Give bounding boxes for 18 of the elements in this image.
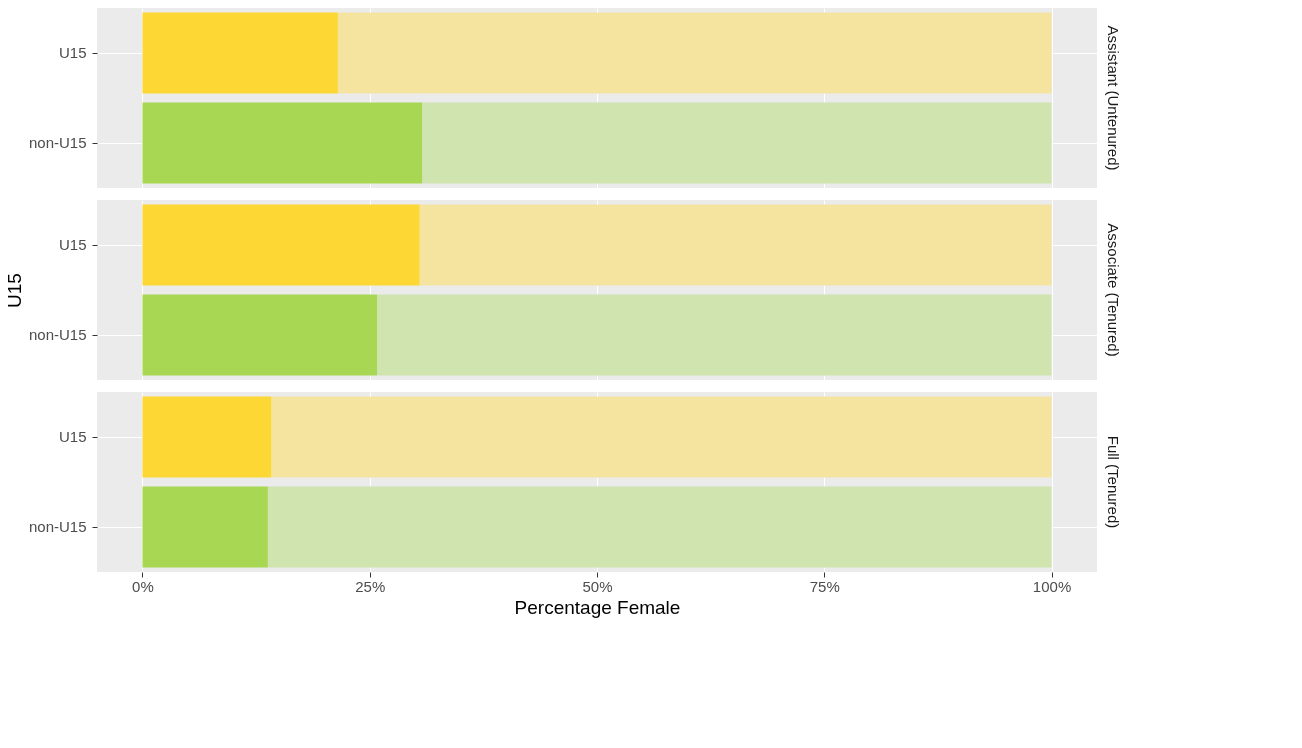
bar — [142, 396, 272, 478]
x-tick-label: 75% — [809, 577, 840, 595]
x-tick-label: 25% — [355, 577, 386, 595]
bar — [142, 486, 268, 568]
text: Full (Tenured) — [1105, 435, 1122, 529]
y-tick-label: non-U15 — [28, 134, 87, 151]
y-tick-label: U15 — [58, 428, 87, 445]
x-tick-label: 50% — [582, 577, 613, 595]
text: Assistant (Untenured) — [1105, 25, 1122, 171]
y-tick-label: non-U15 — [28, 518, 87, 535]
x-axis-title: Percentage Female — [514, 596, 681, 618]
y-axis-title: U15 — [3, 273, 25, 308]
y-tick-label: U15 — [58, 236, 87, 253]
y-tick-label: U15 — [58, 44, 87, 61]
text: Associate (Tenured) — [1105, 223, 1122, 357]
y-tick-label: non-U15 — [28, 326, 87, 343]
x-tick-label: 0% — [132, 577, 154, 595]
x-tick-label: 100% — [1032, 577, 1072, 595]
